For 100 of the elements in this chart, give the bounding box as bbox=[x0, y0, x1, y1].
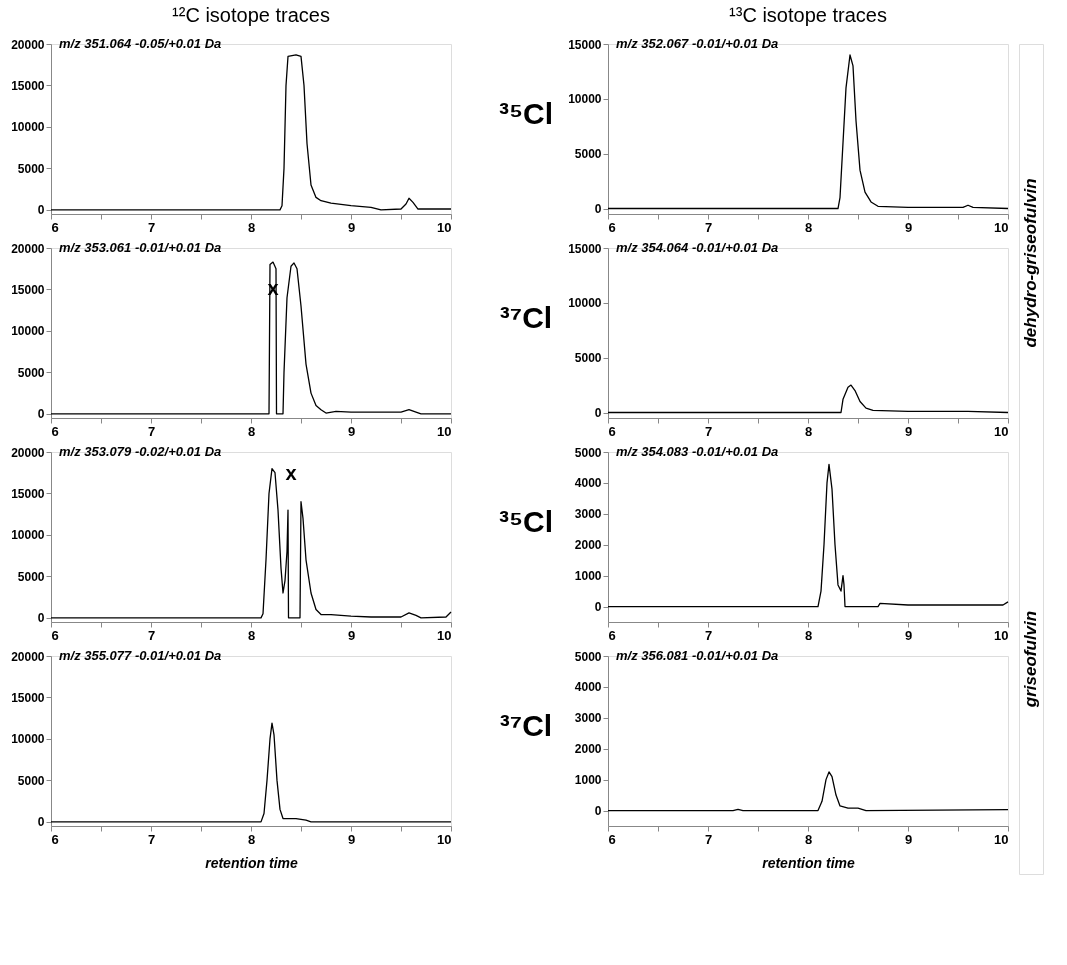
line-series bbox=[50, 467, 452, 619]
x-tick-label: 7 bbox=[704, 831, 713, 847]
x-tick-label: 10 bbox=[437, 627, 452, 643]
text: griseofulvin bbox=[1021, 610, 1040, 709]
y-tick-label: 4000 bbox=[574, 476, 602, 491]
x-tick-label: 9 bbox=[347, 219, 356, 235]
y-tick-label: 5000 bbox=[574, 649, 602, 664]
chart-title: m/z 353.061 -0.01/+0.01 Da bbox=[59, 240, 222, 255]
chart-title: m/z 356.081 -0.01/+0.01 Da bbox=[616, 648, 779, 663]
x-tick-label: 7 bbox=[147, 627, 156, 643]
line-series bbox=[607, 771, 1009, 812]
x-tick-label: 10 bbox=[994, 423, 1009, 439]
y-tick-label: 4000 bbox=[574, 680, 602, 695]
line-series bbox=[50, 261, 452, 415]
x-tick-label: 7 bbox=[704, 423, 713, 439]
line-series bbox=[607, 384, 1009, 414]
x-tick-label: 8 bbox=[247, 831, 256, 847]
chart-title: m/z 354.083 -0.01/+0.01 Da bbox=[616, 444, 779, 459]
x-tick-label: 7 bbox=[704, 627, 713, 643]
y-tick-label: 15000 bbox=[11, 690, 45, 705]
y-tick-label: 3000 bbox=[574, 711, 602, 726]
x-tick-label: 6 bbox=[51, 219, 59, 235]
text: ³⁵Cl bbox=[498, 505, 554, 539]
y-tick-label: 15000 bbox=[568, 241, 602, 256]
y-tick-label: 0 bbox=[37, 611, 45, 626]
x-tick-label: 8 bbox=[247, 423, 256, 439]
text: ³⁵Cl bbox=[498, 97, 554, 131]
x-tick-label: 10 bbox=[437, 831, 452, 847]
x-tick-label: 9 bbox=[904, 627, 913, 643]
x-tick-label: 6 bbox=[608, 423, 616, 439]
text: ³⁷Cl bbox=[499, 301, 553, 335]
y-tick-label: 0 bbox=[594, 202, 602, 217]
y-tick-label: 0 bbox=[37, 407, 45, 422]
y-tick-label: 15000 bbox=[568, 37, 602, 52]
y-tick-label: 10000 bbox=[568, 296, 602, 311]
x-tick-label: 6 bbox=[608, 831, 616, 847]
y-tick-label: 5000 bbox=[17, 773, 45, 788]
y-tick-label: 0 bbox=[37, 815, 45, 830]
x-tick-label: 7 bbox=[147, 831, 156, 847]
y-tick-label: 5000 bbox=[17, 365, 45, 380]
y-tick-label: 15000 bbox=[11, 78, 45, 93]
y-tick-label: 5000 bbox=[574, 445, 602, 460]
x-tick-label: 7 bbox=[704, 219, 713, 235]
line-series bbox=[50, 54, 452, 211]
chart-title: m/z 353.079 -0.02/+0.01 Da bbox=[59, 444, 222, 459]
text: ¹³C isotope traces bbox=[729, 4, 887, 26]
x-tick-label: 9 bbox=[904, 423, 913, 439]
x-tick-label: 8 bbox=[247, 627, 256, 643]
y-tick-label: 1000 bbox=[574, 773, 602, 788]
y-tick-label: 20000 bbox=[11, 649, 45, 664]
x-tick-label: 8 bbox=[804, 831, 813, 847]
annotation: x bbox=[285, 462, 297, 485]
x-tick-label: 10 bbox=[437, 423, 452, 439]
y-tick-label: 10000 bbox=[11, 120, 45, 135]
x-tick-label: 6 bbox=[51, 423, 59, 439]
x-tick-label: 9 bbox=[904, 219, 913, 235]
x-tick-label: 7 bbox=[147, 219, 156, 235]
y-tick-label: 2000 bbox=[574, 538, 602, 553]
y-tick-label: 20000 bbox=[11, 37, 45, 52]
line-series bbox=[607, 54, 1009, 210]
y-tick-label: 20000 bbox=[11, 241, 45, 256]
x-tick-label: 8 bbox=[804, 627, 813, 643]
line-series bbox=[50, 722, 452, 823]
chart-title: m/z 352.067 -0.01/+0.01 Da bbox=[616, 36, 779, 51]
y-tick-label: 3000 bbox=[574, 507, 602, 522]
y-tick-label: 5000 bbox=[17, 569, 45, 584]
y-tick-label: 0 bbox=[594, 600, 602, 615]
y-tick-label: 10000 bbox=[11, 732, 45, 747]
y-tick-label: 5000 bbox=[574, 147, 602, 162]
x-tick-label: 10 bbox=[994, 831, 1009, 847]
x-tick-label: 6 bbox=[608, 627, 616, 643]
text: ³⁷Cl bbox=[499, 709, 553, 743]
x-tick-label: 9 bbox=[347, 423, 356, 439]
y-tick-label: 20000 bbox=[11, 445, 45, 460]
x-tick-label: 7 bbox=[147, 423, 156, 439]
y-tick-label: 10000 bbox=[11, 528, 45, 543]
x-tick-label: 9 bbox=[347, 627, 356, 643]
y-tick-label: 0 bbox=[594, 804, 602, 819]
x-axis-title: retention time bbox=[762, 854, 855, 871]
x-tick-label: 10 bbox=[994, 219, 1009, 235]
x-tick-label: 10 bbox=[437, 219, 452, 235]
x-tick-label: 9 bbox=[347, 831, 356, 847]
y-tick-label: 10000 bbox=[11, 324, 45, 339]
y-tick-label: 0 bbox=[594, 406, 602, 421]
x-tick-label: 6 bbox=[608, 219, 616, 235]
y-tick-label: 5000 bbox=[574, 351, 602, 366]
x-axis-title: retention time bbox=[205, 854, 298, 871]
x-tick-label: 6 bbox=[51, 627, 59, 643]
y-tick-label: 0 bbox=[37, 203, 45, 218]
text: dehydro-griseofulvin bbox=[1021, 178, 1040, 348]
x-tick-label: 9 bbox=[904, 831, 913, 847]
y-tick-label: 2000 bbox=[574, 742, 602, 757]
text: ¹²C isotope traces bbox=[172, 4, 330, 26]
y-tick-label: 15000 bbox=[11, 486, 45, 501]
x-tick-label: 8 bbox=[247, 219, 256, 235]
x-tick-label: 6 bbox=[51, 831, 59, 847]
y-tick-label: 10000 bbox=[568, 92, 602, 107]
chart-title: m/z 355.077 -0.01/+0.01 Da bbox=[59, 648, 222, 663]
x-tick-label: 10 bbox=[994, 627, 1009, 643]
chart-title: m/z 354.064 -0.01/+0.01 Da bbox=[616, 240, 779, 255]
